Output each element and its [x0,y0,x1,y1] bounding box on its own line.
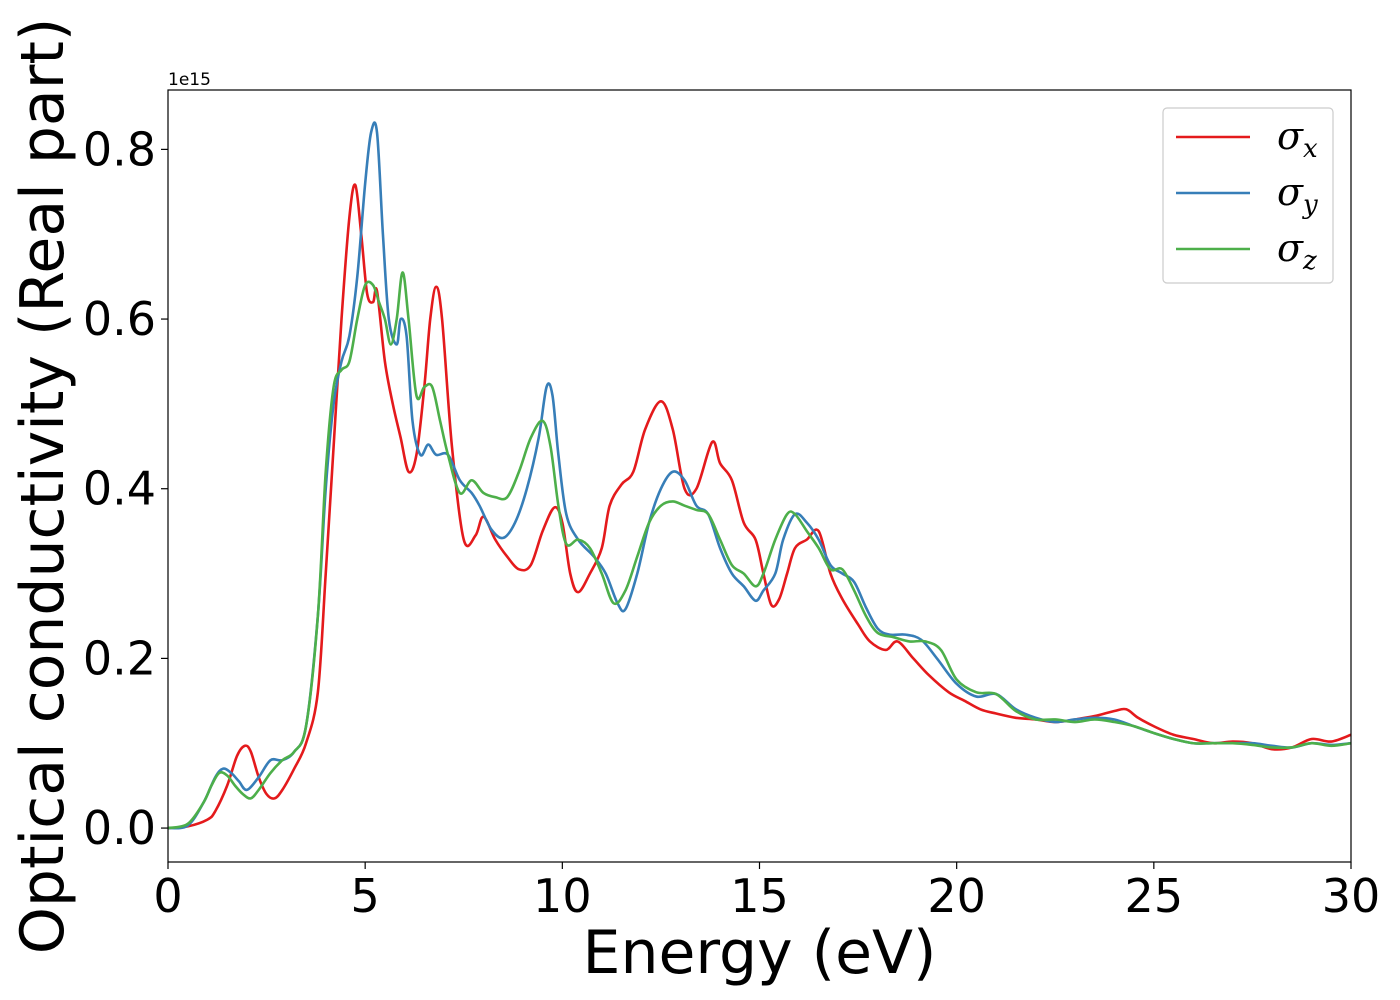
legend-item-y: σy [1176,170,1318,220]
x-tick-label: 5 [351,869,380,923]
legend-label-x: σx [1277,114,1318,164]
y-axis-offset-label: 1e15 [168,70,211,90]
legend-box [1162,107,1334,284]
y-tick-label: 0.2 [83,631,156,685]
plot-frame [167,89,1352,863]
series-line-z [168,271,1351,830]
x-tick-label: 10 [533,869,592,923]
plot-area [168,121,1351,830]
legend: σx σy σz [1162,107,1334,284]
series-line-y [168,121,1351,830]
y-axis-label: Optical conductivity (Real part) [8,18,78,955]
x-tick-label: 25 [1125,869,1184,923]
x-tick-label: 15 [730,869,789,923]
x-tick-label: 30 [1322,869,1381,923]
y-tick-label: 0.4 [83,462,156,516]
x-axis-label: Energy (eV) [583,918,937,988]
legend-label-z: σz [1277,226,1317,276]
legend-item-x: σx [1176,114,1318,164]
legend-item-z: σz [1176,226,1317,276]
x-tick-label: 0 [153,869,182,923]
y-tick-label: 0.6 [83,292,156,346]
y-tick-label: 0.0 [83,801,156,855]
legend-label-y: σy [1277,170,1318,220]
y-tick-label: 0.8 [83,122,156,176]
x-tick-label: 20 [927,869,986,923]
axis-ticks: 0 5 10 15 20 25 30 0.0 0.2 0.4 0.6 0.8 [83,122,1380,923]
